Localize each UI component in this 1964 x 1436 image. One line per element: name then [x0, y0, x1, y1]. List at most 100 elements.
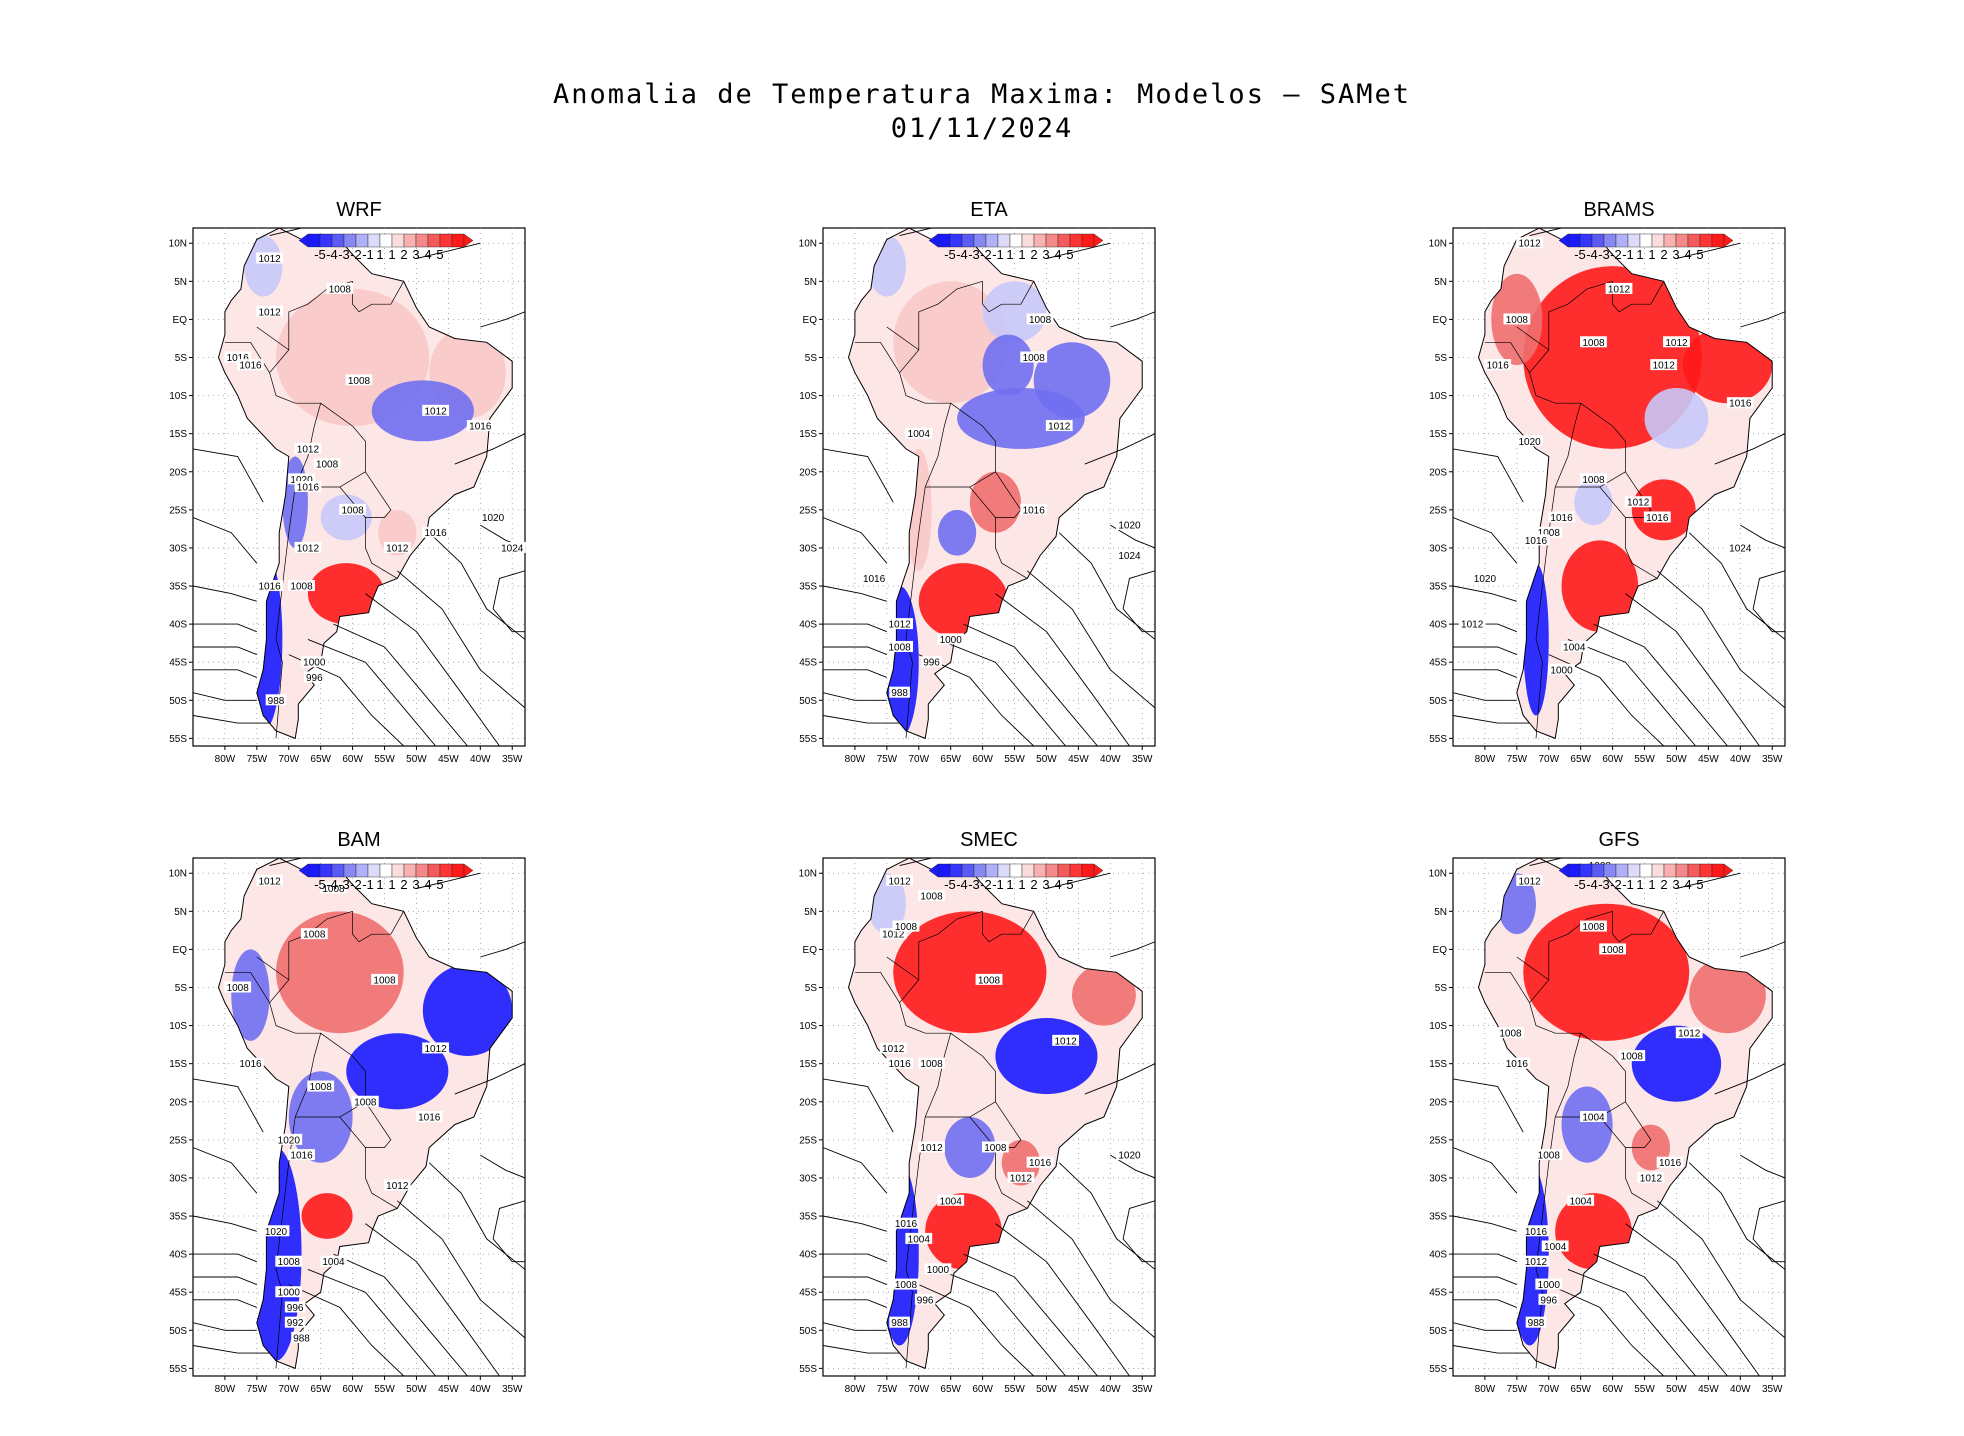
isobar-label: 1016 — [1550, 513, 1573, 524]
isobar-label: 1008 — [1582, 338, 1605, 349]
legend-swatch — [391, 863, 405, 878]
lat-tick-label: 55S — [799, 1364, 817, 1375]
lat-tick-label: 35S — [799, 582, 817, 593]
lon-tick-label: 70W — [1538, 754, 1559, 765]
legend-swatch — [355, 233, 369, 248]
lat-tick-label: 55S — [169, 1364, 187, 1375]
isobar-label: 1012 — [258, 876, 281, 887]
color-legend: -5 -4 -3 -2 -1 1 1 2 3 4 5 — [928, 233, 1104, 262]
isobar-label: 1012 — [882, 930, 905, 941]
isobar-lines — [193, 228, 525, 746]
legend-label: 5 — [1066, 877, 1073, 892]
legend-swatch — [451, 233, 465, 248]
anomaly-region-red3 — [301, 1193, 353, 1239]
isobar-label: 1008 — [1582, 475, 1605, 486]
legend-swatch — [367, 233, 381, 248]
lat-tick-label: 20S — [169, 1097, 187, 1108]
legend-label: 5 — [436, 247, 443, 262]
legend-swatch — [331, 233, 345, 248]
legend-swatch — [355, 863, 369, 878]
lat-tick-label: 40S — [169, 620, 187, 631]
legend-label: -5 — [1574, 247, 1586, 262]
legend-swatch — [331, 863, 345, 878]
isobar-label: 1016 — [424, 528, 447, 539]
isobar-label: 1008 — [278, 1257, 301, 1268]
anomaly-region-red3 — [1631, 479, 1696, 541]
isobar-label: 1008 — [290, 582, 313, 593]
anomaly-region-red2 — [276, 911, 404, 1034]
isobar-label: 1008 — [303, 930, 326, 941]
legend-label: -4 — [956, 247, 968, 262]
isobar-label: 996 — [923, 658, 940, 669]
isobar-label: 1016 — [239, 361, 262, 372]
lat-tick-label: 10N — [799, 869, 817, 880]
isobar-label: 1008 — [1506, 315, 1529, 326]
legend-label: -4 — [326, 247, 338, 262]
panel-title: BAM — [337, 829, 380, 851]
legend-label: 1 — [388, 877, 395, 892]
isobar-label: 1008 — [1601, 945, 1624, 956]
coastline — [1477, 857, 1773, 1370]
legend-swatch — [949, 863, 963, 878]
lon-tick-label: 40W — [470, 754, 491, 765]
legend-label: 1 — [1648, 877, 1655, 892]
isobar-label: 1020 — [1118, 1151, 1141, 1162]
lon-tick-label: 65W — [310, 1384, 331, 1395]
legend-label: 1 — [376, 877, 383, 892]
legend-label: -1 — [362, 877, 374, 892]
lat-tick-label: 15S — [169, 1059, 187, 1070]
legend-swatch — [961, 233, 975, 248]
legend-label: -2 — [1610, 247, 1622, 262]
isobar-label: 1012 — [1525, 1257, 1548, 1268]
lat-tick-label: 45S — [799, 658, 817, 669]
legend-label: -3 — [1598, 247, 1610, 262]
country-borders — [1484, 910, 1665, 1369]
legend-swatch — [379, 863, 393, 878]
isobar-label: 1012 — [1010, 1173, 1033, 1184]
isobar-label: 1008 — [329, 284, 352, 295]
isobar-label: 1008 — [895, 922, 918, 933]
legend-swatch — [1045, 863, 1059, 878]
isobar-label: 1016 — [297, 483, 320, 494]
lat-tick-label: 5N — [174, 277, 187, 288]
isobar-label: 988 — [891, 1318, 908, 1329]
map-panel-bam: BAM 1012 1008 1008 1008 1008 1012 1016 1008 1008 1… — [160, 820, 600, 1410]
lon-tick-label: 60W — [972, 1384, 993, 1395]
legend-swatch — [997, 233, 1011, 248]
lat-tick-label: 40S — [1429, 620, 1447, 631]
legend-label: -3 — [968, 247, 980, 262]
panel-title: BRAMS — [1583, 199, 1654, 221]
legend-swatch — [1009, 863, 1023, 878]
isobar-label: 1004 — [1570, 1196, 1593, 1207]
lon-tick-label: 40W — [1730, 1384, 1751, 1395]
country-borders — [854, 280, 1035, 739]
lat-tick-label: 30S — [169, 543, 187, 554]
isobar-label: 1012 — [1653, 361, 1676, 372]
legend-swatch — [1045, 233, 1059, 248]
legend-swatch — [1591, 863, 1605, 878]
anomaly-region-red3 — [1561, 540, 1639, 632]
lat-tick-label: 5N — [804, 277, 817, 288]
legend-swatch — [985, 863, 999, 878]
anomaly-region-red2 — [1072, 964, 1136, 1026]
lon-tick-label: 55W — [374, 1384, 395, 1395]
lat-tick-label: 20S — [799, 1097, 817, 1108]
legend-label: -4 — [1586, 877, 1598, 892]
legend-swatch — [1711, 863, 1725, 878]
map-panel-gfs: GFS 1012 1008 1008 1008 1012 1008 1016 1008 1004 1… — [1420, 820, 1860, 1410]
lat-tick-label: 20S — [1429, 467, 1447, 478]
lon-tick-label: 55W — [374, 754, 395, 765]
panel-title: ETA — [970, 199, 1008, 221]
legend-swatch — [1069, 863, 1083, 878]
legend-label: -5 — [944, 877, 956, 892]
lat-tick-label: 50S — [799, 696, 817, 707]
isobar-lines — [193, 858, 525, 1376]
anomaly-region-blue1 — [982, 281, 1047, 343]
lat-tick-label: 35S — [799, 1212, 817, 1223]
legend-label: -2 — [980, 247, 992, 262]
isobar-label: 988 — [293, 1333, 310, 1344]
lat-tick-label: 45S — [1429, 1288, 1447, 1299]
isobar-label: 1008 — [322, 884, 345, 895]
legend-label: -3 — [1598, 877, 1610, 892]
map-svg-gfs: GFS 1012 1008 1008 1008 1012 1008 1016 1008 1004 1… — [1429, 829, 1786, 1395]
